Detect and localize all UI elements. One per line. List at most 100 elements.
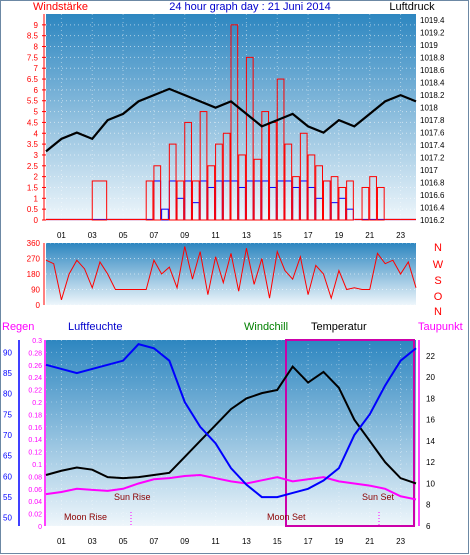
pressure-tick-label: 1016.2: [420, 216, 445, 225]
hour-tick-label: 05: [119, 537, 128, 546]
pressure-tick-label: 1018.8: [420, 54, 445, 63]
wind-bar: [284, 143, 293, 221]
wind-bar: [245, 56, 254, 221]
dewpoint-line: [45, 473, 417, 501]
pressure-ticks: 1016.2 1016.4 1016.6 1016.8 1017 1017.2 1017.4…: [420, 16, 445, 225]
hour-tick-label: 11: [211, 537, 220, 546]
pressure-tick-label: 1018: [420, 104, 438, 113]
rain-tick-label: 0.3: [32, 338, 42, 345]
sun-set-label: Sun Set: [362, 492, 395, 502]
temperature-tick-label: 18: [426, 394, 435, 403]
wind-bar: [199, 111, 208, 221]
temperature-tick-label: 10: [426, 479, 435, 488]
pressure-tick-label: 1017.6: [420, 129, 445, 138]
wind-direction-series: [45, 246, 417, 300]
wind-bar: [315, 165, 323, 221]
humidity-tick-label: 55: [3, 493, 12, 502]
wind-bar: [191, 180, 200, 221]
humidity-tick-label: 75: [3, 410, 12, 419]
hour-tick-label: 13: [242, 537, 251, 546]
wind-tick-label: 8: [34, 43, 39, 52]
legend-dewpoint: Taupunkt: [418, 321, 463, 333]
pressure-tick-label: 1016.8: [420, 179, 445, 188]
rain-tick-label: 0.28: [28, 350, 42, 357]
temperature-line: [45, 364, 417, 485]
wind-tick-label: 5.5: [27, 97, 39, 106]
direction-tick-label: 90: [31, 286, 40, 295]
hour-tick-label: 03: [88, 537, 97, 546]
pressure-tick-label: 1017.8: [420, 116, 445, 125]
wind-bar: [330, 176, 339, 221]
wind-bar: [168, 143, 177, 221]
humidity-tick-label: 80: [3, 390, 12, 399]
pressure-line: [45, 87, 417, 153]
hour-tick-label: 03: [88, 231, 97, 240]
wind-tick-label: 0.5: [27, 205, 39, 214]
legend-windchill: Windchill: [244, 321, 288, 333]
rain-tick-label: 0.08: [28, 474, 42, 481]
wind-bar: [153, 165, 162, 221]
wind-bar: [323, 180, 331, 221]
wind-bar: [91, 180, 108, 221]
legend-humidity: Luftfeuchte: [68, 321, 122, 333]
humidity-tick-label: 50: [3, 514, 12, 523]
wind-bar: [238, 154, 246, 221]
wind-speed-ticks: 0 0.5 1 1.52 2.5 3 3.5 4 4.55 5.5 6 6.5 7 7.58 8.5 9: [27, 14, 46, 225]
rain-tick-label: 0.22: [28, 388, 42, 395]
wind-bar: [215, 143, 223, 221]
hour-tick-label: 23: [396, 231, 405, 240]
wind-bar: [361, 186, 370, 221]
hour-tick-label: 23: [396, 537, 405, 546]
hour-tick-label: 09: [180, 537, 189, 546]
wind-bar: [176, 180, 185, 221]
hour-tick-label: 17: [304, 537, 313, 546]
humidity-tick-label: 65: [3, 452, 12, 461]
pressure-tick-label: 1019.2: [420, 29, 445, 38]
pressure-tick-label: 1018.4: [420, 79, 445, 88]
wind-tick-label: 1: [34, 194, 39, 203]
pressure-tick-label: 1016.6: [420, 191, 445, 200]
wind-bar: [299, 132, 308, 221]
compass-label: W: [433, 259, 444, 271]
rain-tick-label: 0.04: [28, 499, 42, 506]
direction-tick-label: 270: [27, 255, 41, 264]
wind-bar: [145, 180, 154, 221]
temperature-tick-label: 16: [426, 416, 435, 425]
hour-tick-label: 07: [149, 231, 158, 240]
wind-bar: [253, 158, 262, 221]
hour-tick-label: 17: [304, 231, 313, 240]
wind-tick-label: 5: [34, 108, 39, 117]
wind-tick-label: 8.5: [27, 32, 39, 41]
rain-tick-label: 0.18: [28, 412, 42, 419]
wind-bars: [46, 24, 416, 221]
wind-bar: [184, 121, 192, 221]
wind-direction-line: [45, 246, 417, 300]
direction-tick-label: 0: [36, 301, 41, 310]
rain-tick-label: 0: [38, 524, 42, 531]
wind-bar: [307, 154, 316, 221]
hour-tick-label: 21: [365, 231, 374, 240]
humidity-line: [45, 343, 417, 499]
rain-tick-label: 0.16: [28, 425, 42, 432]
pressure-tick-label: 1017.4: [420, 141, 445, 150]
wind-tick-label: 9: [34, 21, 39, 30]
compass-label: N: [434, 242, 442, 254]
wind-tick-label: 4: [34, 129, 39, 138]
wind-tick-label: 7: [34, 64, 39, 73]
temperature-tick-label: 12: [426, 458, 435, 467]
rain-tick-label: 0.1: [32, 462, 42, 469]
temperature-series: [45, 364, 417, 485]
wind-tick-label: 7.5: [27, 53, 39, 62]
wind-bar: [376, 186, 385, 221]
pressure-tick-label: 1018.6: [420, 66, 445, 75]
rain-tick-label: 0.2: [32, 400, 42, 407]
wind-bar: [369, 176, 377, 221]
rain-tick-label: 0.06: [28, 487, 42, 494]
pressure-tick-label: 1016.4: [420, 204, 445, 213]
wind-tick-label: 3: [34, 151, 39, 160]
hour-tick-label: 01: [57, 537, 66, 546]
wind-tick-label: 0: [34, 216, 39, 225]
temperature-tick-label: 14: [426, 437, 435, 446]
pressure-tick-label: 1017.2: [420, 154, 445, 163]
